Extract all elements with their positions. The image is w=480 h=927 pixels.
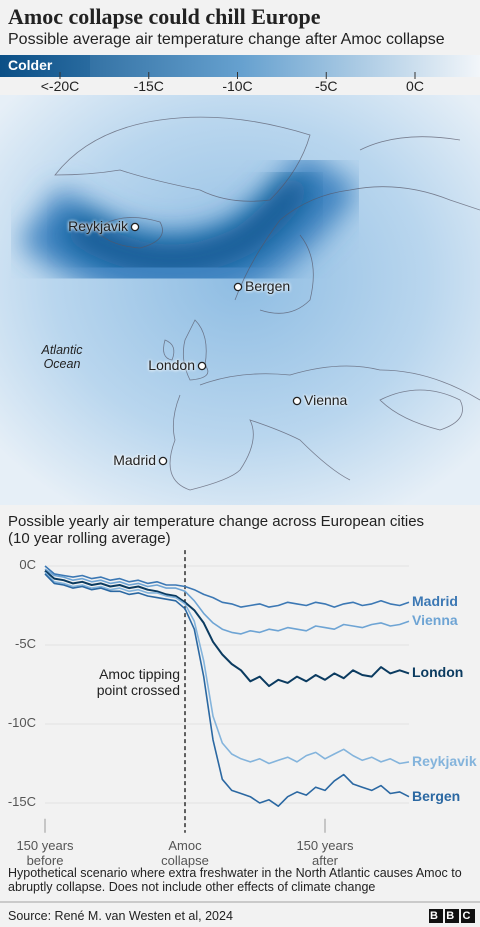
series-line — [44, 565, 410, 608]
colorbar — [0, 55, 480, 77]
city-dot — [233, 282, 243, 292]
city-label: London — [148, 357, 195, 373]
city-label: Vienna — [304, 392, 348, 408]
ocean-label: Atlantic Ocean — [41, 343, 83, 372]
series-label: Vienna — [412, 612, 458, 629]
legend-label: Colder — [8, 57, 53, 73]
cold-core — [61, 172, 314, 275]
city-dot — [158, 456, 168, 466]
colorbar-tick-label: -5C — [314, 78, 338, 94]
x-tick-label: 150 years after — [296, 837, 354, 868]
city-dot — [197, 361, 207, 371]
title: Amoc collapse could chill Europe — [8, 4, 321, 29]
series-label: Reykjavik — [412, 752, 477, 769]
subtitle: Possible average air temperature change … — [8, 31, 445, 48]
note: Hypothetical scenario where extra freshw… — [8, 866, 462, 895]
annotation: Amoc tipping point crossed — [96, 666, 180, 699]
chart-title: Possible yearly air temperature change a… — [8, 513, 425, 548]
colorbar-tick-label: 0C — [406, 78, 424, 94]
series-label: London — [412, 664, 464, 681]
city-label: Madrid — [113, 452, 156, 468]
source: Source: René M. van Westen et al, 2024 — [8, 909, 233, 923]
colorbar-tick-label: -10C — [222, 78, 253, 94]
y-tick-label: -10C — [7, 715, 36, 730]
series-label: Madrid — [412, 593, 458, 610]
city-dot — [130, 222, 140, 232]
map — [0, 95, 480, 505]
city-label: Bergen — [245, 278, 291, 294]
colorbar-tick-label: -15C — [133, 78, 164, 94]
series-label: Bergen — [412, 787, 461, 804]
x-tick-label: Amoc collapse — [161, 837, 209, 868]
series-line — [44, 568, 410, 635]
series-line — [44, 569, 410, 688]
colorbar-tick-label: <-20C — [40, 78, 80, 94]
logo: BBC — [430, 910, 479, 922]
series-line — [44, 571, 410, 765]
city-dot — [292, 396, 302, 406]
bbc-logo — [429, 909, 475, 923]
y-tick-label: -15C — [7, 794, 36, 809]
coastlines — [54, 116, 480, 491]
x-tick-label: 150 years before — [16, 837, 74, 868]
city-label: Reykjavik — [68, 218, 128, 234]
series-line — [44, 573, 410, 807]
y-tick-label: 0C — [19, 557, 36, 572]
y-tick-label: -5C — [15, 636, 36, 651]
map-background — [0, 95, 480, 505]
